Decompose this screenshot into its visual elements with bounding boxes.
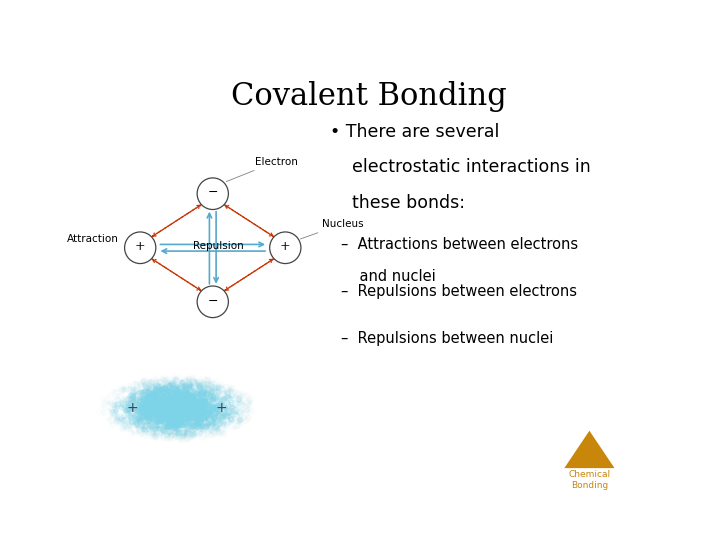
Text: and nuclei: and nuclei bbox=[341, 268, 436, 284]
Ellipse shape bbox=[125, 232, 156, 264]
Text: • There are several: • There are several bbox=[330, 123, 499, 141]
Polygon shape bbox=[564, 431, 615, 468]
Text: Repulsion: Repulsion bbox=[193, 241, 243, 251]
Ellipse shape bbox=[197, 286, 228, 318]
Text: –  Repulsions between electrons: – Repulsions between electrons bbox=[341, 284, 577, 299]
Text: Covalent Bonding: Covalent Bonding bbox=[231, 82, 507, 112]
Ellipse shape bbox=[197, 178, 228, 210]
Text: –  Attractions between electrons: – Attractions between electrons bbox=[341, 238, 578, 252]
Text: electrostatic interactions in: electrostatic interactions in bbox=[352, 158, 591, 177]
Text: Attraction: Attraction bbox=[67, 234, 119, 245]
Text: +: + bbox=[215, 401, 227, 415]
Text: −: − bbox=[207, 294, 218, 307]
Text: Nucleus: Nucleus bbox=[300, 219, 363, 239]
Text: Electron: Electron bbox=[226, 157, 297, 181]
Text: +: + bbox=[126, 401, 138, 415]
Ellipse shape bbox=[270, 232, 301, 264]
Text: +: + bbox=[280, 240, 291, 253]
Text: Chemical
Bonding: Chemical Bonding bbox=[568, 470, 611, 490]
Text: −: − bbox=[207, 186, 218, 199]
Text: these bonds:: these bonds: bbox=[352, 194, 465, 212]
Text: +: + bbox=[135, 240, 145, 253]
Text: –  Repulsions between nuclei: – Repulsions between nuclei bbox=[341, 331, 554, 346]
